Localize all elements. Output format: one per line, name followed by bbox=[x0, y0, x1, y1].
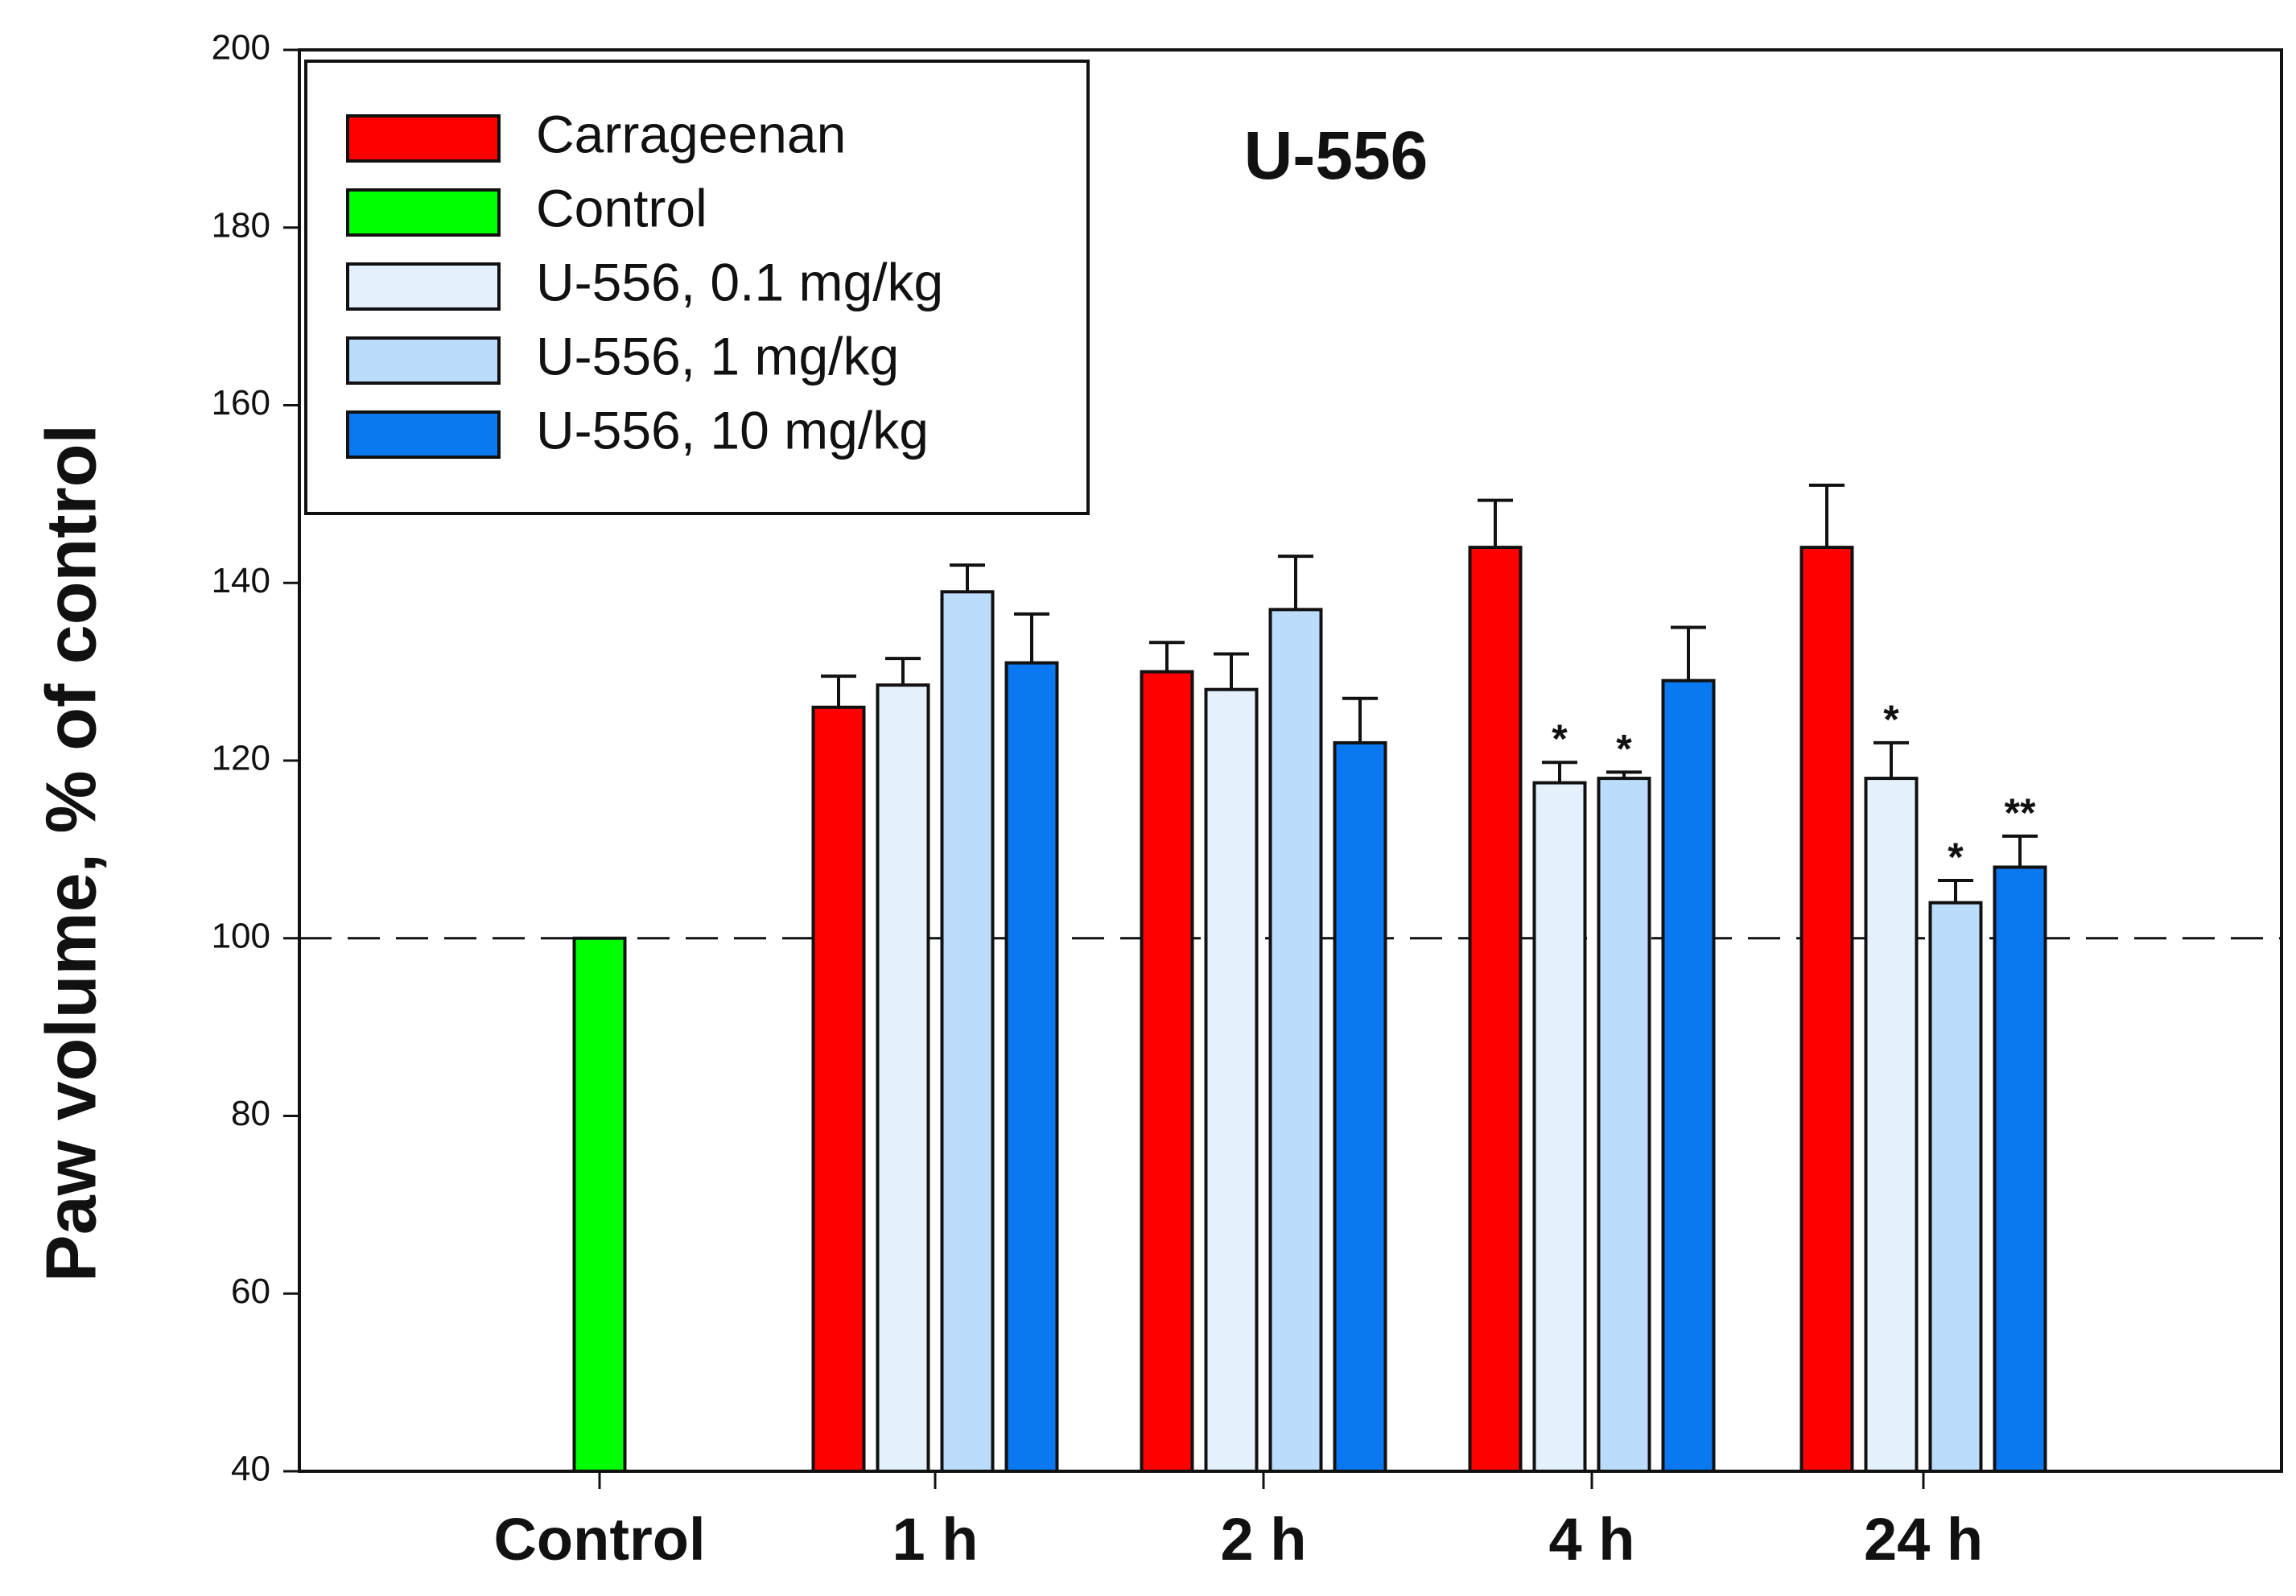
y-axis-label-group: Paw volume, % of control bbox=[31, 424, 110, 1282]
legend-swatch bbox=[346, 410, 501, 459]
legend-label: U-556, 1 mg/kg bbox=[536, 326, 899, 386]
plot-frame bbox=[298, 48, 2283, 1473]
bar bbox=[1928, 901, 1983, 1473]
bar bbox=[876, 683, 930, 1473]
bar bbox=[940, 590, 995, 1473]
bar bbox=[1661, 678, 1716, 1473]
legend-label: Control bbox=[536, 178, 707, 237]
y-tick-label: 120 bbox=[212, 739, 270, 778]
bar-group-1-h bbox=[811, 563, 1059, 1473]
bar bbox=[1532, 781, 1587, 1473]
y-axis-label: Paw volume, % of control bbox=[31, 424, 110, 1282]
legend-label: Carrageenan bbox=[536, 104, 846, 163]
significance-marker: * bbox=[1616, 726, 1632, 771]
bar-group-control bbox=[572, 936, 627, 1473]
legend-label: U-556, 0.1 mg/kg bbox=[536, 252, 943, 311]
x-category-label: 1 h bbox=[892, 1506, 979, 1573]
legend-swatch bbox=[346, 188, 501, 237]
bar bbox=[1799, 546, 1854, 1473]
y-tick-label: 160 bbox=[212, 383, 270, 423]
bar-group-24-h: **** bbox=[1799, 483, 2047, 1473]
bar bbox=[1333, 740, 1387, 1473]
y-tick-label: 180 bbox=[212, 205, 270, 245]
bar-group-4-h: * * bbox=[1468, 498, 1716, 1473]
y-tick-label: 60 bbox=[231, 1272, 270, 1311]
legend-swatch bbox=[346, 114, 501, 163]
x-category-label: 2 h bbox=[1221, 1506, 1307, 1573]
x-category-label: 4 h bbox=[1549, 1506, 1635, 1573]
bar bbox=[1204, 687, 1259, 1473]
bar bbox=[1140, 670, 1194, 1473]
bar bbox=[1468, 546, 1523, 1473]
legend: Carrageenan Control U-556, 0.1 mg/kg U-556,… bbox=[304, 60, 1090, 515]
bar bbox=[1597, 777, 1651, 1473]
y-tick-label: 80 bbox=[231, 1094, 270, 1133]
legend-swatch bbox=[346, 336, 501, 385]
chart-title: U-556 bbox=[1244, 118, 1428, 193]
significance-marker: * bbox=[1948, 835, 1964, 880]
bar bbox=[1864, 777, 1919, 1473]
significance-marker: * bbox=[1552, 716, 1568, 761]
bar bbox=[1268, 608, 1323, 1473]
bar bbox=[1004, 661, 1059, 1473]
bar bbox=[572, 936, 627, 1473]
bar bbox=[1993, 865, 2047, 1473]
x-category-label: 24 h bbox=[1864, 1506, 1983, 1573]
y-tick-label: 100 bbox=[212, 916, 270, 955]
y-tick-label: 200 bbox=[212, 28, 270, 68]
bar bbox=[811, 705, 866, 1473]
y-tick-label: 40 bbox=[231, 1450, 270, 1489]
y-tick-label: 140 bbox=[212, 561, 270, 600]
legend-swatch bbox=[346, 262, 501, 311]
significance-marker: * bbox=[1883, 697, 1899, 742]
significance-marker: ** bbox=[2005, 790, 2036, 835]
x-category-label: Control bbox=[493, 1506, 705, 1573]
bar-group-2-h bbox=[1140, 555, 1387, 1473]
legend-label: U-556, 10 mg/kg bbox=[536, 400, 929, 460]
